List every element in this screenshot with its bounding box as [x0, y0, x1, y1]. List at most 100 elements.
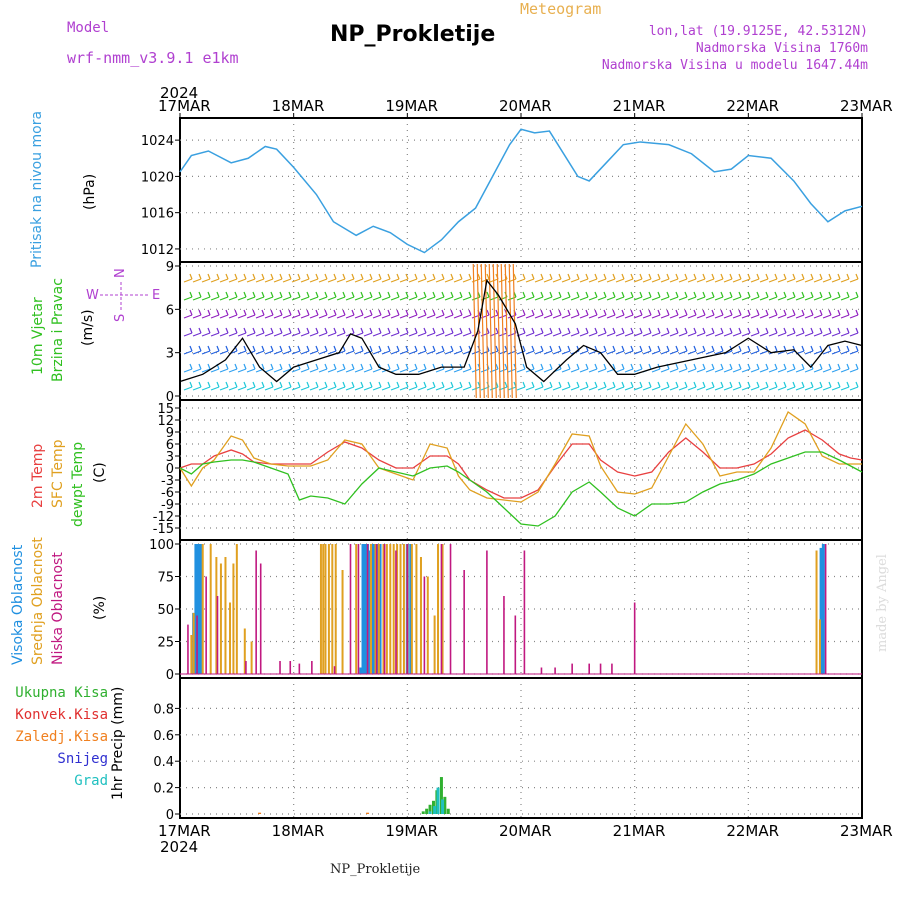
cloud-bar	[215, 557, 218, 674]
cloud-bar	[196, 544, 200, 674]
station-title: NP_Prokletije	[330, 22, 496, 47]
y-tick-label: 1012	[141, 243, 174, 258]
cloud-bar	[540, 667, 543, 674]
cloud-bar	[440, 544, 443, 674]
cloud-bar	[818, 619, 821, 674]
y-tick-label: 12	[157, 414, 174, 429]
cloud-bar	[406, 544, 409, 674]
cloud-bar	[357, 544, 360, 674]
cloud-bar	[355, 544, 358, 674]
precip-bar	[428, 811, 432, 814]
cloud-bar	[205, 576, 207, 674]
precip-bar	[441, 799, 445, 814]
date-label: 19MAR	[385, 97, 439, 115]
y-tick-label: 100	[149, 538, 174, 553]
cloud-bar	[389, 544, 392, 674]
cloud-bar	[250, 641, 253, 674]
y-tick-label: 0.8	[153, 702, 174, 717]
meteogram-label: Meteogram	[520, 0, 602, 18]
date-label: 23MAR	[840, 822, 893, 840]
date-label: 20MAR	[499, 97, 552, 115]
precip-bar	[433, 806, 437, 814]
cloud-bar	[190, 635, 193, 674]
wind-speed-line	[179, 278, 863, 383]
date-label: 17MAR	[158, 97, 211, 115]
compass-letter: S	[113, 314, 128, 322]
y-tick-label: 3	[166, 450, 174, 465]
y-tick-label: 0	[166, 668, 174, 683]
cloud-bar	[194, 544, 198, 674]
lonlat: lon,lat (19.9125E, 42.5312N)	[648, 24, 868, 39]
precip-legend-item: Ukupna Kisa	[15, 685, 108, 701]
cloud-bar	[415, 544, 418, 674]
date-label: 22MAR	[726, 97, 780, 115]
cloud-bar	[196, 615, 198, 674]
date-label: 18MAR	[271, 97, 325, 115]
cloud-bar	[201, 544, 204, 674]
precip-bar	[425, 808, 429, 814]
compass-letter: E	[152, 288, 160, 303]
cloud-bar	[437, 544, 440, 674]
date-label: 20MAR	[499, 822, 552, 840]
y-tick-label: 0	[166, 808, 174, 823]
cloud-bar	[819, 547, 823, 674]
date-label: 22MAR	[726, 822, 780, 840]
cloud-bar	[633, 602, 636, 674]
cloud-bar	[216, 596, 219, 674]
panel-frame	[179, 677, 863, 819]
precip-bar	[446, 808, 450, 814]
cloud-bar	[554, 667, 556, 674]
y-tick-label: 1020	[141, 170, 174, 185]
compass-letter: W	[86, 288, 99, 303]
cloud-bar	[198, 544, 202, 674]
cloud-bar	[409, 544, 413, 674]
panel-frame	[179, 261, 863, 401]
cloud-bar	[815, 550, 818, 674]
cloud-bar	[463, 570, 465, 674]
cloud-bar	[289, 661, 292, 674]
cloud-bar	[187, 624, 189, 674]
cloud-bar	[369, 544, 372, 674]
y-tick-label: 1024	[141, 134, 174, 149]
cloud-bar	[366, 544, 369, 674]
cloud-bar	[368, 550, 372, 674]
cloud-bar	[378, 544, 382, 674]
precip-legend-item: Grad	[74, 773, 108, 789]
precip-legend-item: Snijeg	[57, 751, 108, 767]
y-tick-label: 0.4	[153, 755, 174, 770]
y-tick-label: 15	[157, 402, 174, 417]
y-tick-label: -6	[161, 486, 174, 501]
compass-letter: N	[113, 268, 128, 278]
temp-dewpoint-line	[179, 451, 863, 527]
y-tick-label: 6	[166, 303, 174, 318]
cloud-bar	[331, 544, 334, 674]
pressure-line	[179, 128, 863, 254]
elevation: Nadmorska Visina 1760m	[695, 41, 868, 56]
y-tick-label: 1016	[141, 207, 174, 222]
cloud-bar	[402, 544, 405, 674]
cloud-bar	[599, 663, 602, 674]
cloud-bar	[361, 544, 365, 674]
y-tick-label: 0.6	[153, 729, 174, 744]
cloud-bar	[383, 544, 386, 674]
cloud-bar	[327, 544, 330, 674]
cloud-bar	[349, 544, 352, 674]
cloud-bar	[279, 661, 281, 674]
model-label: Model	[67, 20, 110, 36]
cloud-bar	[255, 550, 257, 674]
y-tick-label: 6	[166, 438, 174, 453]
y-tick-label: -15	[153, 522, 174, 537]
cloud-bar	[824, 544, 827, 674]
wind-barbs	[183, 263, 859, 399]
y-tick-label: 25	[157, 636, 174, 651]
model-name: wrf-nmm_v3.9.1 e1km	[67, 49, 239, 67]
y-tick-label: -12	[153, 510, 174, 525]
cloud-bar	[311, 661, 313, 674]
precip-bar	[421, 811, 425, 814]
precip-bar	[366, 812, 370, 814]
precip-legend-item: Zaledj.Kisa	[15, 729, 108, 745]
year-bottom: 2024	[160, 838, 199, 856]
cloud-bar	[259, 563, 262, 674]
cloud-bar	[419, 557, 422, 674]
